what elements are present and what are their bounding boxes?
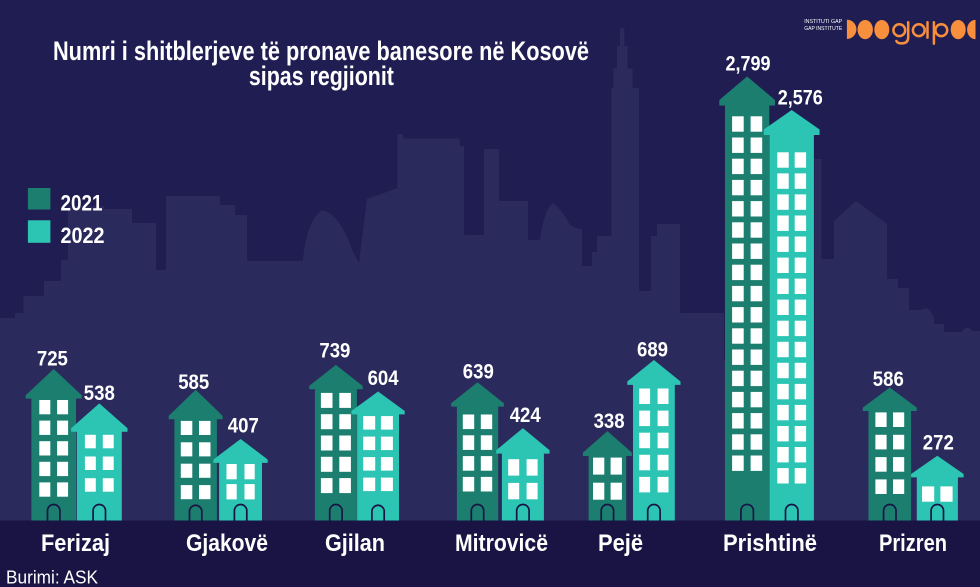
svg-text:Gjakovë: Gjakovë [186, 530, 268, 557]
svg-text:586: 586 [873, 367, 904, 391]
svg-text:Mitrovicë: Mitrovicë [455, 530, 548, 557]
svg-text:2,576: 2,576 [778, 86, 823, 110]
svg-text:Burimi: ASK: Burimi: ASK [6, 567, 99, 587]
svg-text:538: 538 [84, 381, 115, 405]
svg-text:Prishtinë: Prishtinë [723, 530, 817, 557]
svg-text:sipas regjionit: sipas regjionit [249, 61, 394, 91]
svg-text:639: 639 [463, 360, 494, 384]
svg-text:424: 424 [510, 403, 541, 427]
svg-text:Pejë: Pejë [598, 530, 643, 557]
svg-text:2021: 2021 [61, 191, 103, 216]
svg-text:Numri i shitblerjeve të pronav: Numri i shitblerjeve të pronave banesore… [53, 36, 589, 66]
svg-text:Ferizaj: Ferizaj [41, 530, 110, 557]
svg-text:GAP INSTITUTE: GAP INSTITUTE [804, 26, 842, 32]
svg-text:2022: 2022 [61, 223, 105, 248]
svg-text:585: 585 [178, 370, 209, 394]
svg-text:272: 272 [923, 431, 954, 455]
svg-text:2,799: 2,799 [726, 52, 771, 76]
svg-text:Gjilan: Gjilan [325, 530, 385, 557]
svg-text:604: 604 [368, 366, 399, 390]
svg-text:725: 725 [37, 347, 68, 371]
svg-text:739: 739 [319, 339, 350, 363]
svg-text:Prizren: Prizren [879, 530, 947, 557]
svg-text:INSTITUTI GAP: INSTITUTI GAP [804, 19, 842, 25]
svg-text:689: 689 [637, 337, 668, 361]
svg-text:338: 338 [594, 409, 625, 433]
svg-text:407: 407 [228, 414, 259, 438]
